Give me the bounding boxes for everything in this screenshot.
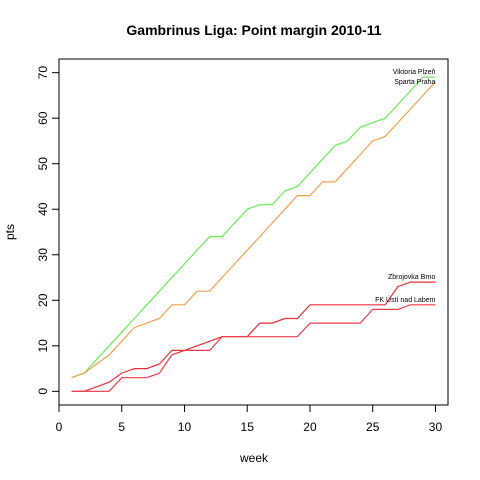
y-axis-label: pts xyxy=(3,224,17,240)
x-tick-label: 5 xyxy=(118,420,125,434)
series-group xyxy=(71,76,436,392)
x-tick-label: 30 xyxy=(429,420,443,434)
y-tick-label: 10 xyxy=(36,339,50,353)
x-tick-label: 0 xyxy=(56,420,63,434)
series-line xyxy=(71,81,436,379)
y-tick-label: 50 xyxy=(36,157,50,171)
y-tick-label: 0 xyxy=(36,388,50,395)
x-tick-label: 15 xyxy=(241,420,255,434)
y-tick-label: 70 xyxy=(36,66,50,80)
series-labels: Viktoria Plzeň Sparta Praha Zbrojovka Brno… xyxy=(375,69,435,304)
x-tick-label: 10 xyxy=(178,420,192,434)
x-axis: 0 5 10 15 20 25 30 xyxy=(56,404,443,434)
series-label: Zbrojovka Brno xyxy=(388,274,436,281)
series-line xyxy=(71,76,436,379)
series-line xyxy=(71,304,436,392)
chart-title: Gambrinus Liga: Point margin 2010-11 xyxy=(126,22,381,38)
y-axis: 0 10 20 30 40 50 60 70 xyxy=(36,66,60,395)
series-label: FK Ústí nad Labem xyxy=(375,295,435,304)
y-tick-label: 40 xyxy=(36,202,50,216)
plot-frame xyxy=(58,58,449,406)
x-tick-label: 20 xyxy=(303,420,317,434)
x-axis-label: week xyxy=(239,451,269,465)
y-tick-label: 20 xyxy=(36,293,50,307)
series-label: Viktoria Plzeň xyxy=(393,69,436,76)
x-tick-label: 25 xyxy=(366,420,380,434)
y-tick-label: 60 xyxy=(36,111,50,125)
series-line xyxy=(71,281,436,392)
y-tick-label: 30 xyxy=(36,248,50,262)
series-label: Sparta Praha xyxy=(394,79,435,86)
